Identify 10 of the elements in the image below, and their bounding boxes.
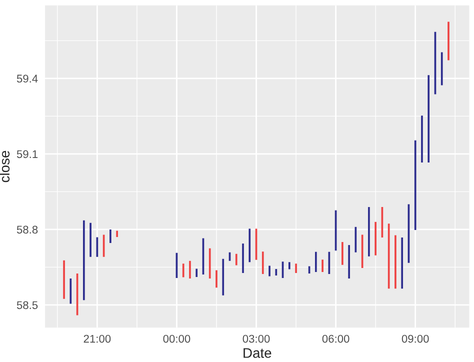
x-tick-label: 06:00 xyxy=(322,334,350,343)
y-tick-label: 58.5 xyxy=(16,301,38,310)
x-tick-label: 00:00 xyxy=(163,334,190,343)
x-axis-title: Date xyxy=(244,348,272,358)
x-tick-label: 03:00 xyxy=(242,334,270,343)
y-tick-label: 58.8 xyxy=(16,226,38,234)
x-tick-label: 21:00 xyxy=(84,334,111,343)
y-tick-label: 59.1 xyxy=(16,150,38,158)
y-tick-label: 59.4 xyxy=(16,74,38,83)
x-tick-label: 09:00 xyxy=(402,334,429,343)
